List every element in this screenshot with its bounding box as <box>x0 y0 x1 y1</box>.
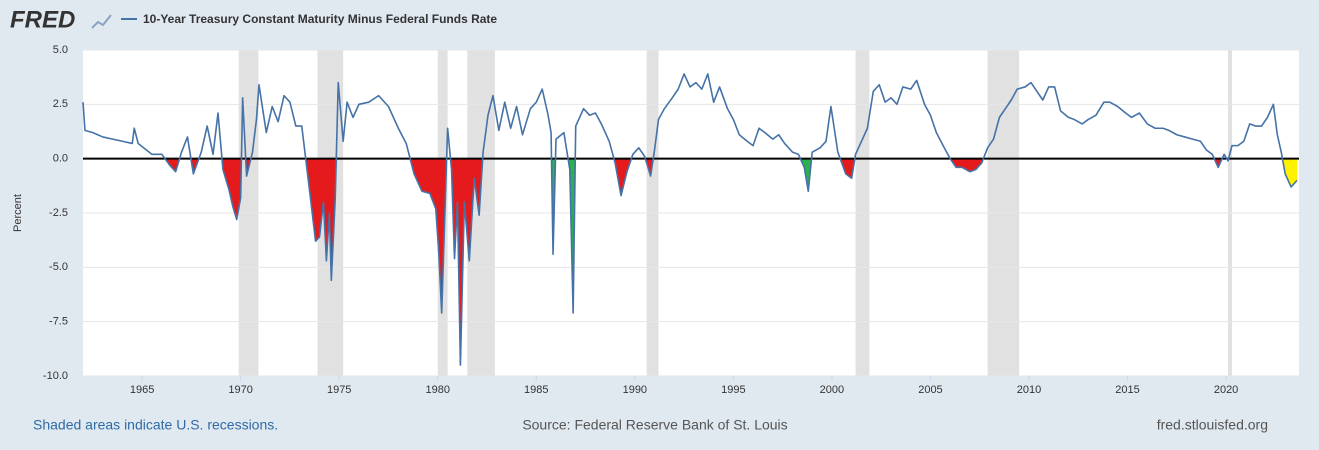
x-tick-label: 1995 <box>721 384 745 396</box>
x-tick-label: 2010 <box>1017 384 1041 396</box>
y-tick-label: -10.0 <box>43 370 68 382</box>
y-tick-label: 0.0 <box>53 153 68 165</box>
y-tick-label: -2.5 <box>49 207 68 219</box>
x-tick-label: 2020 <box>1214 384 1238 396</box>
y-tick-label: -7.5 <box>49 316 68 328</box>
y-tick-label: -5.0 <box>49 261 68 273</box>
x-tick-label: 2015 <box>1115 384 1139 396</box>
x-tick-label: 1970 <box>228 384 252 396</box>
url: fred.stlouisfed.org <box>1157 417 1268 433</box>
x-tick-label: 1990 <box>623 384 647 396</box>
logo: FRED <box>10 6 75 33</box>
y-tick-label: 5.0 <box>53 44 68 56</box>
x-tick-label: 1985 <box>524 384 548 396</box>
x-tick-label: 2005 <box>918 384 942 396</box>
source: Source: Federal Reserve Bank of St. Loui… <box>522 417 787 433</box>
logo-graph <box>91 14 112 29</box>
label-layer: 5.0 2.5 0.0 -2.5 -5.0 -7.5 -10.0 1965 1970 1975 19… <box>43 44 1238 396</box>
x-tick-label: 1975 <box>327 384 351 396</box>
x-tick-label: 1980 <box>426 384 450 396</box>
legend-label: 10-Year Treasury Constant Maturity Minus… <box>143 12 497 26</box>
line-layer <box>82 73 1299 366</box>
recession-note: Shaded areas indicate U.S. recessions. <box>33 417 278 433</box>
x-tick-label: 1965 <box>130 384 154 396</box>
x-tick-label: 2000 <box>820 384 844 396</box>
y-axis-label: Percent <box>12 194 24 232</box>
y-tick-label: 2.5 <box>53 98 68 110</box>
series-line <box>82 73 1298 366</box>
